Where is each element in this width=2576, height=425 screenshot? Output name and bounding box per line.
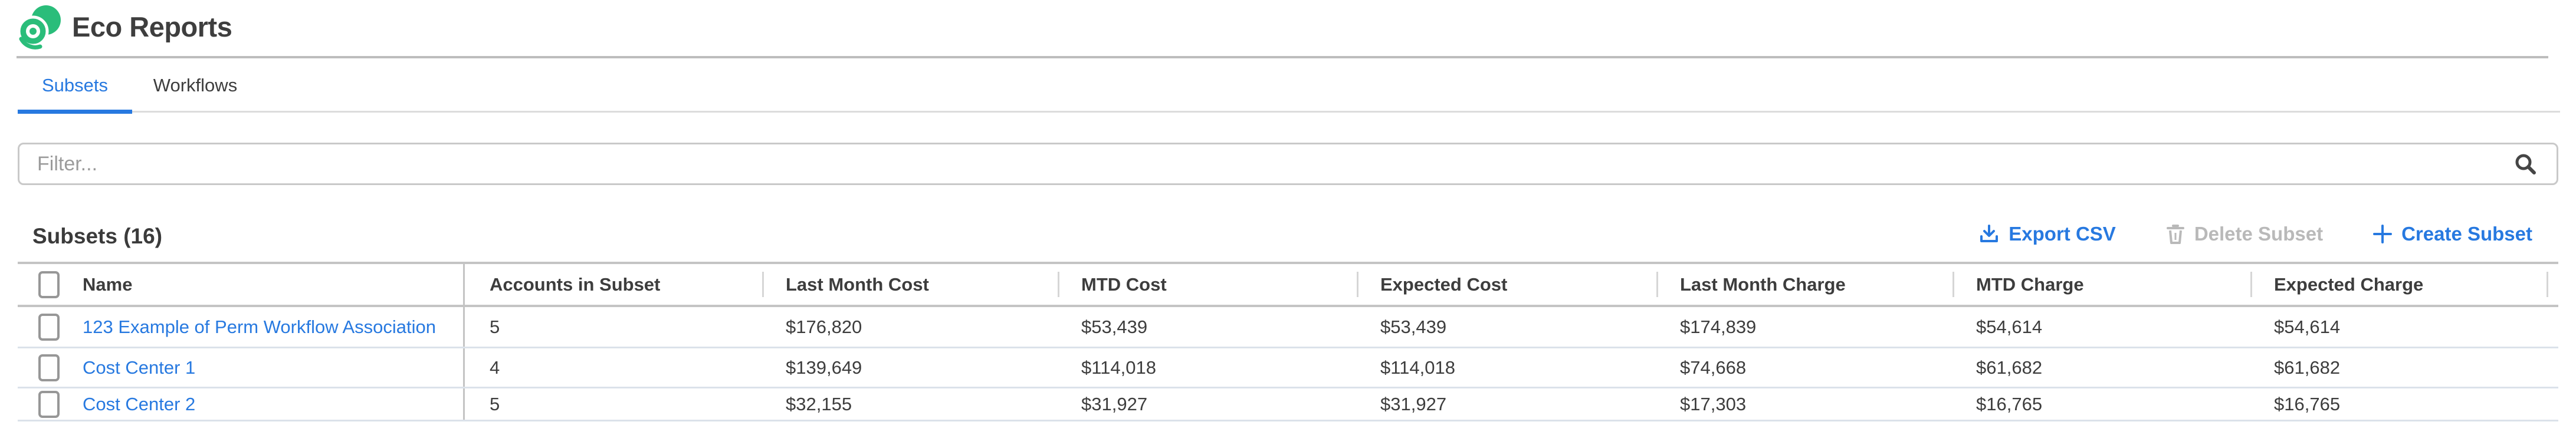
header-cell-name: Name — [18, 264, 465, 305]
subset-name-link[interactable]: Cost Center 2 — [83, 393, 196, 414]
plus-icon — [2373, 225, 2393, 243]
toolbar: Export CSV Delete Subset Create Subset — [1978, 219, 2532, 249]
export-csv-label: Export CSV — [2009, 223, 2116, 245]
create-subset-label: Create Subset — [2401, 223, 2532, 245]
header-cell-expected-charge: Expected Charge — [2250, 264, 2557, 305]
row-last-month-cost-cell: $32,155 — [786, 393, 852, 414]
column-header-last-month-cost: Last Month Cost — [786, 274, 929, 295]
filter-input[interactable] — [18, 143, 2558, 185]
row-name-cell: Cost Center 2 — [18, 388, 465, 420]
column-header-expected-charge: Expected Charge — [2274, 274, 2424, 295]
column-header-expected-cost: Expected Cost — [1380, 274, 1508, 295]
header-cell-last-month-charge: Last Month Charge — [1656, 264, 1952, 305]
row-checkbox[interactable] — [38, 313, 60, 341]
select-all-checkbox[interactable] — [38, 271, 60, 298]
page-title: Eco Reports — [72, 11, 232, 42]
header-cell-last-month-cost: Last Month Cost — [762, 264, 1058, 305]
delete-subset-label: Delete Subset — [2194, 223, 2324, 245]
tab-workflows[interactable]: Workflows — [132, 58, 258, 113]
row-checkbox[interactable] — [38, 390, 60, 418]
active-tab-underline — [18, 110, 132, 114]
row-name-cell: Cost Center 1 — [18, 348, 465, 387]
delete-subset-button[interactable]: Delete Subset — [2165, 223, 2323, 245]
row-mtd-cost-cell: $114,018 — [1081, 357, 1156, 378]
row-expected-cost-cell: $114,018 — [1380, 357, 1455, 378]
row-name-cell: 123 Example of Perm Workflow Association — [18, 307, 465, 347]
row-accounts-cell: 4 — [490, 357, 500, 378]
row-last-month-cost-cell: $176,820 — [786, 316, 862, 337]
row-expected-charge-cell: $61,682 — [2274, 357, 2341, 378]
row-mtd-charge-cell: $61,682 — [1976, 357, 2043, 378]
row-last-month-charge-cell: $74,668 — [1680, 357, 1747, 378]
column-header-accounts: Accounts in Subset — [490, 274, 661, 295]
row-last-month-charge-cell: $174,839 — [1680, 316, 1757, 337]
header-cell-expected-cost: Expected Cost — [1357, 264, 1656, 305]
header-cell-mtd-cost: MTD Cost — [1058, 264, 1357, 305]
tab-workflows-label: Workflows — [153, 75, 238, 95]
column-header-mtd-cost: MTD Cost — [1081, 274, 1167, 295]
table-top-border — [18, 262, 2558, 264]
table-row: Cost Center 1 4 $139,649 $114,018 $114,0… — [18, 348, 2558, 388]
row-accounts-cell: 5 — [490, 393, 500, 414]
row-mtd-charge-cell: $54,614 — [1976, 316, 2043, 337]
header-cell-accounts: Accounts in Subset — [465, 264, 762, 305]
tab-subsets-label: Subsets — [41, 75, 108, 95]
row-accounts-cell: 5 — [490, 316, 500, 337]
row-expected-charge-cell: $16,765 — [2274, 393, 2341, 414]
eco-reports-logo-icon — [17, 5, 61, 50]
tab-bar-baseline — [18, 111, 2560, 113]
row-expected-cost-cell: $53,439 — [1380, 316, 1447, 337]
table-row: Cost Center 2 5 $32,155 $31,927 $31,927 … — [18, 388, 2558, 421]
subsets-count-heading: Subsets (16) — [32, 224, 163, 248]
row-last-month-charge-cell: $17,303 — [1680, 393, 1747, 414]
column-header-name: Name — [83, 274, 133, 295]
row-mtd-cost-cell: $31,927 — [1081, 393, 1148, 414]
tab-bar: Subsets Workflows — [0, 58, 2576, 114]
table-header-row: Name Accounts in Subset Last Month Cost … — [18, 264, 2558, 307]
filter-container — [18, 143, 2558, 185]
column-header-mtd-charge: MTD Charge — [1976, 274, 2084, 295]
header-cell-mtd-charge: MTD Charge — [1952, 264, 2250, 305]
trash-icon — [2166, 225, 2184, 244]
header-divider — [17, 56, 2548, 58]
subset-name-link[interactable]: Cost Center 1 — [83, 357, 196, 378]
subset-name-link[interactable]: 123 Example of Perm Workflow Association — [83, 316, 437, 337]
row-expected-charge-cell: $54,614 — [2274, 316, 2341, 337]
table-row: 123 Example of Perm Workflow Association… — [18, 307, 2558, 348]
create-subset-button[interactable]: Create Subset — [2372, 223, 2532, 245]
download-icon — [1980, 225, 1999, 242]
row-expected-cost-cell: $31,927 — [1380, 393, 1447, 414]
row-mtd-charge-cell: $16,765 — [1976, 393, 2043, 414]
search-icon — [2515, 154, 2536, 174]
tab-subsets[interactable]: Subsets — [18, 58, 132, 113]
row-mtd-cost-cell: $53,439 — [1081, 316, 1148, 337]
row-checkbox[interactable] — [38, 354, 60, 381]
column-header-last-month-charge: Last Month Charge — [1680, 274, 1846, 295]
row-last-month-cost-cell: $139,649 — [786, 357, 862, 378]
export-csv-button[interactable]: Export CSV — [1978, 223, 2116, 245]
subsets-table: Name Accounts in Subset Last Month Cost … — [18, 262, 2558, 421]
